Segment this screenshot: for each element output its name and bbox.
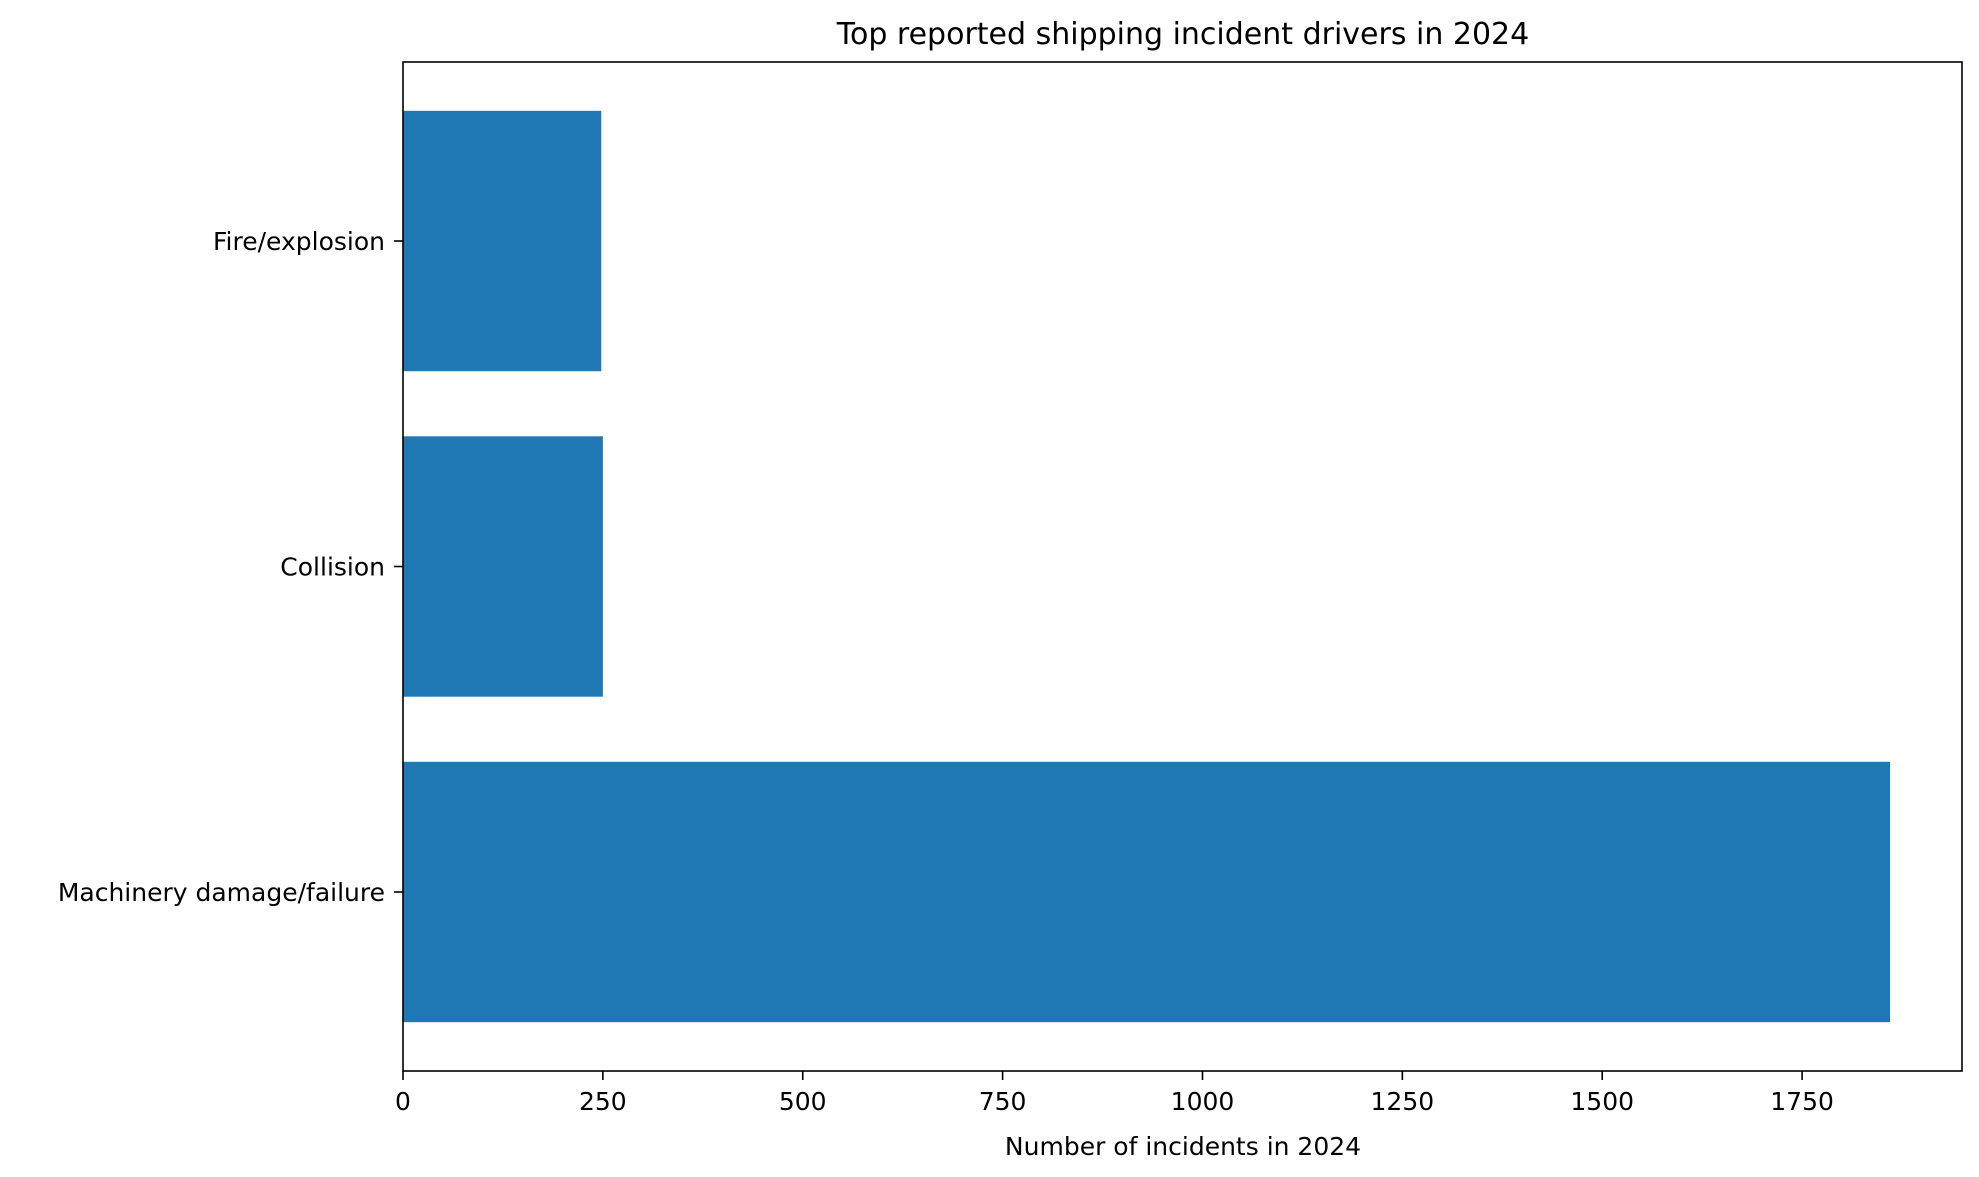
- y-tick-label: Machinery damage/failure: [58, 878, 385, 907]
- y-tick-label: Fire/explosion: [213, 227, 385, 256]
- y-tick-label: Collision: [280, 553, 385, 582]
- x-tick-label: 1500: [1570, 1087, 1634, 1116]
- y-axis-ticks: Machinery damage/failure Collision Fire/ex…: [58, 227, 403, 907]
- x-tick-label: 750: [979, 1087, 1027, 1116]
- x-axis-label: Number of incidents in 2024: [1005, 1132, 1361, 1161]
- x-tick-label: 1250: [1371, 1087, 1435, 1116]
- x-tick-label: 1000: [1171, 1087, 1235, 1116]
- x-tick-label: 1750: [1770, 1087, 1834, 1116]
- plot-frame: [402, 61, 1963, 1072]
- bar-fire-explosion: [403, 110, 602, 372]
- chart-title: Top reported shipping incident drivers i…: [836, 17, 1529, 52]
- bar-machinery-damage-failure: [403, 761, 1891, 1023]
- x-axis-ticks: 0 250 500 750 1000 1250 1500 1750: [395, 1071, 1834, 1116]
- bars-group: [403, 110, 1891, 1023]
- x-tick-label: 0: [395, 1087, 411, 1116]
- x-tick-label: 500: [779, 1087, 827, 1116]
- bar-collision: [403, 436, 603, 697]
- x-tick-label: 250: [579, 1087, 627, 1116]
